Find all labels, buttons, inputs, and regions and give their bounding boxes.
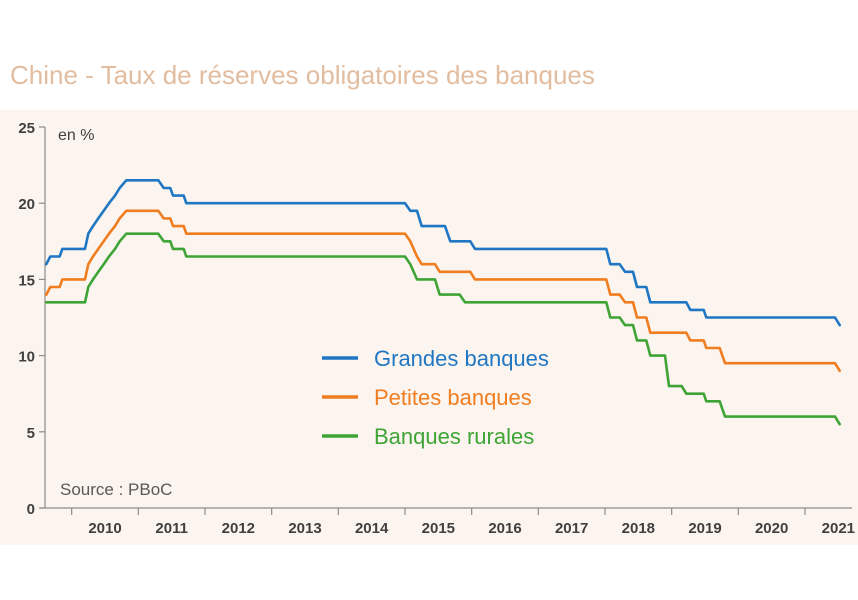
y-tick-label: 5 [27,425,35,442]
unit-label: en % [58,127,94,144]
line-chart: 0 5 10 15 20 25 2010 2011 2012 2013 2014 2015 2016 20… [18,120,855,537]
x-tick-label: 2010 [88,520,121,537]
legend-label: Grandes banques [374,346,549,371]
x-tick-label: 2021 [822,520,855,537]
x-tick-label: 2016 [488,520,521,537]
y-tick-label: 0 [27,501,35,518]
x-tick-label: 2015 [422,520,455,537]
x-tick-label: 2019 [688,520,721,537]
x-tick-label: 2020 [755,520,788,537]
legend: Grandes banques Petites banques Banques ru… [322,346,549,449]
y-tick-label: 25 [18,120,35,137]
y-tick-label: 20 [18,196,35,213]
x-tick-label: 2011 [155,520,188,537]
legend-label: Petites banques [374,385,532,410]
chart-title: Chine - Taux de réserves obligatoires de… [10,60,595,90]
series-lines [44,179,842,426]
x-tick-label: 2013 [288,520,321,537]
series-line-1 [44,179,842,327]
source-label: Source : PBoC [60,480,172,499]
series-line-2 [44,209,842,373]
y-tick-label: 15 [18,272,35,289]
x-tick-label: 2017 [555,520,588,537]
axes: 0 5 10 15 20 25 2010 2011 2012 2013 2014 2015 2016 20… [18,120,855,537]
x-tick-label: 2014 [355,520,389,537]
x-tick-label: 2018 [622,520,655,537]
y-tick-label: 10 [18,349,35,366]
series-line-3 [44,232,842,426]
legend-label: Banques rurales [374,424,534,449]
x-tick-label: 2012 [222,520,255,537]
chart-panel: 0 5 10 15 20 25 2010 2011 2012 2013 2014 2015 2016 20… [0,110,858,545]
